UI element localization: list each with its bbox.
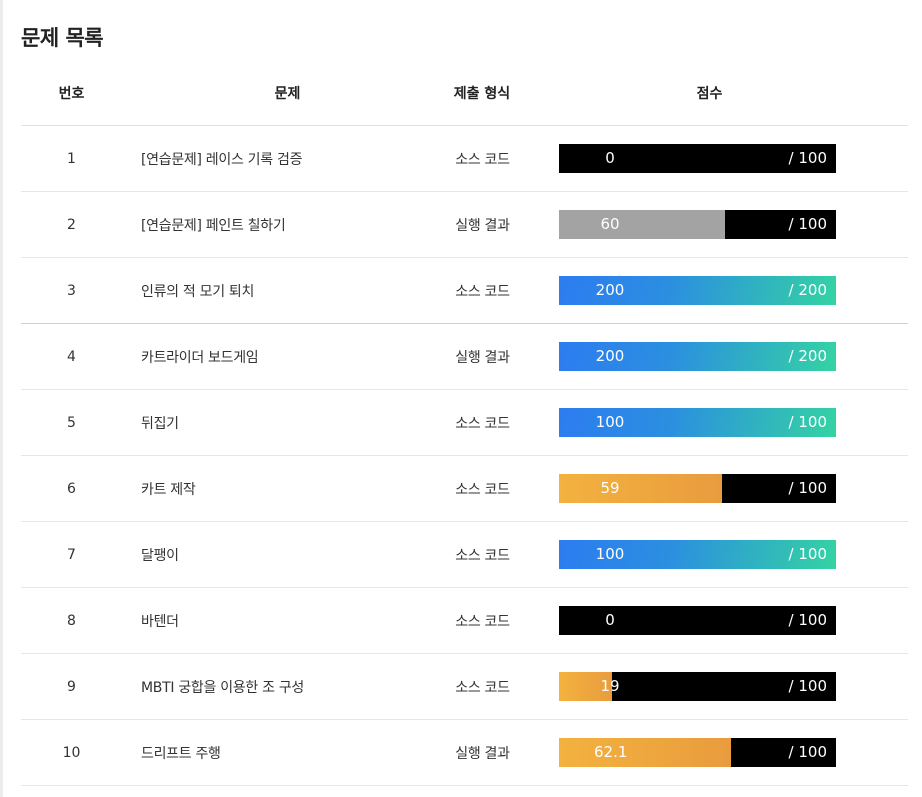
- score-max: / 100: [788, 545, 827, 563]
- score-bar-fill: [559, 210, 726, 239]
- table-header: 번호 문제 제출 형식 점수: [21, 60, 908, 126]
- table-row[interactable]: 2 [연습문제] 페인트 칠하기 실행 결과 60 / 100: [21, 192, 908, 258]
- score-cell: 200 / 200: [559, 276, 836, 305]
- submission-type: 실행 결과: [455, 217, 510, 234]
- problem-title[interactable]: MBTI 궁합을 이용한 조 구성: [141, 679, 304, 696]
- score-bar: 59 / 100: [559, 474, 836, 503]
- score-max: / 200: [788, 281, 827, 299]
- score-value: 60: [600, 215, 620, 233]
- problem-number: 8: [67, 612, 76, 629]
- score-cell: 60 / 100: [559, 210, 836, 239]
- score-value: 62.1: [594, 743, 628, 761]
- score-bar: 100 / 100: [559, 408, 836, 437]
- submission-type: 실행 결과: [455, 349, 510, 366]
- header-score: 점수: [696, 85, 723, 102]
- problem-number: 4: [67, 348, 76, 365]
- table-row[interactable]: 1 [연습문제] 레이스 기록 검증 소스 코드 0 / 100: [21, 126, 908, 192]
- problem-number: 9: [67, 678, 76, 695]
- score-value: 19: [600, 677, 620, 695]
- problem-number: 5: [67, 414, 76, 431]
- submission-type: 실행 결과: [455, 745, 510, 762]
- score-cell: 62.1 / 100: [559, 738, 836, 767]
- score-cell: 19 / 100: [559, 672, 836, 701]
- score-max: / 100: [788, 413, 827, 431]
- score-value: 100: [595, 545, 625, 563]
- score-bar: 200 / 200: [559, 276, 836, 305]
- score-value: 0: [605, 611, 615, 629]
- problem-number: 1: [67, 150, 76, 167]
- score-bar-fill: [559, 474, 723, 503]
- header-type: 제출 형식: [453, 85, 511, 102]
- table-row[interactable]: 5 뒤집기 소스 코드 100 / 100: [21, 390, 908, 456]
- problem-title[interactable]: [연습문제] 페인트 칠하기: [141, 217, 286, 234]
- score-bar: 100 / 100: [559, 540, 836, 569]
- submission-type: 소스 코드: [455, 613, 510, 630]
- table-row[interactable]: 4 카트라이더 보드게임 실행 결과 200 / 200: [21, 324, 908, 390]
- problem-number: 3: [67, 282, 76, 299]
- score-cell: 0 / 100: [559, 144, 836, 173]
- score-value: 200: [595, 347, 625, 365]
- header-num: 번호: [58, 85, 85, 102]
- problem-title[interactable]: 뒤집기: [141, 415, 179, 432]
- score-bar-fill: [559, 672, 612, 701]
- problem-title[interactable]: 카트 제작: [141, 481, 196, 498]
- problem-title[interactable]: 인류의 적 모기 퇴치: [141, 283, 255, 300]
- problem-title[interactable]: 드리프트 주행: [141, 745, 221, 762]
- header-title: 문제: [274, 85, 301, 102]
- problem-title[interactable]: 카트라이더 보드게임: [141, 349, 259, 366]
- table-row[interactable]: 10 드리프트 주행 실행 결과 62.1 / 100: [21, 720, 908, 786]
- score-max: / 100: [788, 677, 827, 695]
- score-max: / 100: [788, 149, 827, 167]
- table-row[interactable]: 6 카트 제작 소스 코드 59 / 100: [21, 456, 908, 522]
- score-bar: 62.1 / 100: [559, 738, 836, 767]
- score-value: 59: [600, 479, 620, 497]
- submission-type: 소스 코드: [455, 283, 510, 300]
- left-edge-shade: [0, 0, 3, 797]
- score-bar: 0 / 100: [559, 606, 836, 635]
- score-cell: 0 / 100: [559, 606, 836, 635]
- score-max: / 100: [788, 479, 827, 497]
- submission-type: 소스 코드: [455, 679, 510, 696]
- problem-number: 7: [67, 546, 76, 563]
- score-cell: 59 / 100: [559, 474, 836, 503]
- problem-table: 번호 문제 제출 형식 점수 1 [연습문제] 레이스 기록 검증 소스 코드 …: [21, 60, 908, 786]
- score-max: / 100: [788, 743, 827, 761]
- problem-number: 10: [62, 744, 81, 761]
- score-bar-fill: [559, 738, 732, 767]
- table-row[interactable]: 3 인류의 적 모기 퇴치 소스 코드 200 / 200: [21, 258, 908, 324]
- score-cell: 100 / 100: [559, 540, 836, 569]
- page-title: 문제 목록: [21, 26, 104, 50]
- score-bar: 200 / 200: [559, 342, 836, 371]
- score-bar-fill: [559, 276, 836, 305]
- submission-type: 소스 코드: [455, 547, 510, 564]
- score-max: / 100: [788, 215, 827, 233]
- problem-number: 6: [67, 480, 76, 497]
- score-max: / 200: [788, 347, 827, 365]
- problem-title[interactable]: [연습문제] 레이스 기록 검증: [141, 151, 303, 168]
- score-bar: 0 / 100: [559, 144, 836, 173]
- problem-title[interactable]: 바텐더: [141, 613, 179, 630]
- score-bar-fill: [559, 540, 836, 569]
- score-bar: 19 / 100: [559, 672, 836, 701]
- problem-title[interactable]: 달팽이: [141, 547, 179, 564]
- submission-type: 소스 코드: [455, 151, 510, 168]
- score-value: 200: [595, 281, 625, 299]
- score-bar-fill: [559, 408, 836, 437]
- table-row[interactable]: 9 MBTI 궁합을 이용한 조 구성 소스 코드 19 / 100: [21, 654, 908, 720]
- submission-type: 소스 코드: [455, 481, 510, 498]
- table-body: 1 [연습문제] 레이스 기록 검증 소스 코드 0 / 100 2 [연습문제…: [21, 126, 908, 786]
- score-bar: 60 / 100: [559, 210, 836, 239]
- problem-number: 2: [67, 216, 76, 233]
- score-cell: 200 / 200: [559, 342, 836, 371]
- score-max: / 100: [788, 611, 827, 629]
- score-cell: 100 / 100: [559, 408, 836, 437]
- score-value: 100: [595, 413, 625, 431]
- table-row[interactable]: 8 바텐더 소스 코드 0 / 100: [21, 588, 908, 654]
- score-bar-fill: [559, 342, 836, 371]
- score-value: 0: [605, 149, 615, 167]
- table-row[interactable]: 7 달팽이 소스 코드 100 / 100: [21, 522, 908, 588]
- submission-type: 소스 코드: [455, 415, 510, 432]
